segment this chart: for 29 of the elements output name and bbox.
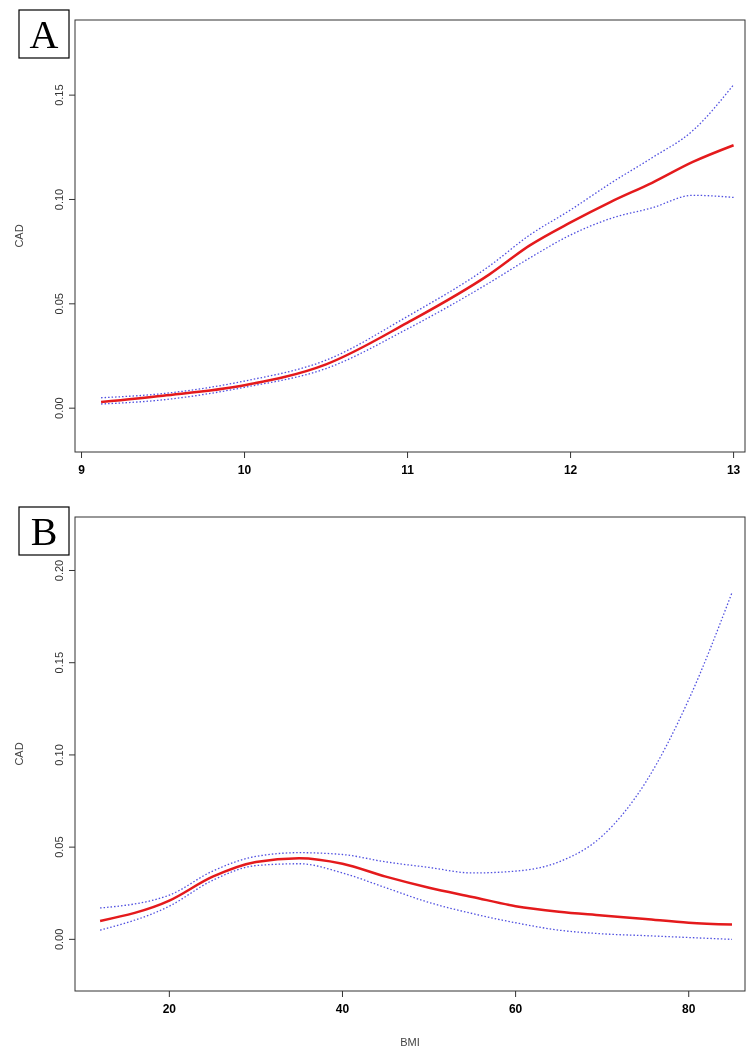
x-tick-label: 60 (508, 1002, 523, 1016)
y-tick-label: 0.15 (53, 84, 65, 106)
y-tick-label: 0.15 (53, 651, 65, 674)
y-tick-label: 0.10 (53, 188, 65, 211)
chart-title: A (29, 12, 59, 57)
x-tick-label: 10 (237, 463, 252, 477)
x-tick-label: 40 (335, 1002, 350, 1016)
x-axis-title: BMI (400, 1036, 420, 1048)
line-series (99, 591, 733, 909)
line-series (100, 194, 735, 405)
y-tick-label: 0.05 (53, 836, 65, 858)
line-series (100, 84, 735, 399)
x-tick-label: 20 (162, 1002, 177, 1016)
line-series (99, 143, 735, 404)
x-tick-label: 11 (401, 463, 415, 477)
y-tick-label: 0.05 (53, 293, 65, 315)
x-tick-label: 80 (682, 1002, 696, 1016)
x-tick-label: 12 (563, 463, 578, 477)
y-axis-title: CAD (13, 742, 25, 766)
x-tick-label: 13 (726, 463, 741, 477)
line-series (99, 863, 733, 941)
y-tick-label: 0.00 (53, 928, 65, 951)
x-tick-label: 9 (78, 463, 86, 477)
y-tick-label: 0.20 (53, 559, 65, 582)
y-tick-label: 0.00 (53, 397, 65, 419)
chart-title: B (30, 509, 58, 554)
y-axis-title: CAD (13, 224, 25, 248)
y-tick-label: 0.10 (53, 744, 65, 766)
line-series (98, 856, 734, 926)
